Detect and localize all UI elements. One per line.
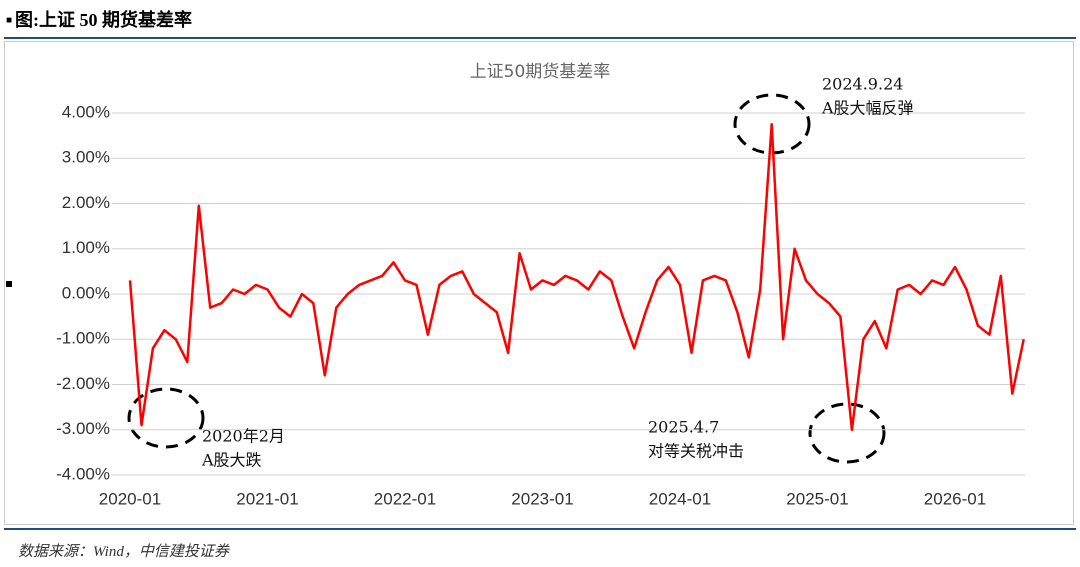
chart-frame	[4, 41, 1074, 525]
annotation: 2024.9.24	[822, 75, 903, 94]
x-tick-label: 2023-01	[511, 489, 573, 508]
x-tick-label: 2022-01	[374, 489, 436, 508]
y-tick-label: -3.00%	[56, 419, 110, 438]
x-tick-label: 2024-01	[649, 489, 711, 508]
y-tick-label: 1.00%	[62, 238, 110, 257]
bullet	[6, 281, 12, 287]
annotation: 2025.4.7	[648, 418, 719, 437]
rule	[4, 528, 1076, 530]
y-tick-label: -2.00%	[56, 374, 110, 393]
highlight	[127, 387, 205, 449]
x-tick-label: 2020-01	[99, 489, 161, 508]
y-tick-label: 2.00%	[62, 193, 110, 212]
y-tick-label: 0.00%	[62, 283, 110, 302]
y-tick-label: 4.00%	[62, 102, 110, 121]
header: 图:上证 50 期货基差率	[6, 6, 192, 32]
annotation: A股大跌	[201, 451, 262, 470]
annotation: 2020年2月	[202, 427, 285, 446]
annotation: 对等关税冲击	[648, 442, 744, 461]
line	[128, 123, 1025, 432]
x-tick-label: 2025-01	[786, 489, 848, 508]
x-tick-label: 2026-01	[924, 489, 986, 508]
y-tick-label: -1.00%	[56, 329, 110, 348]
y-tick-label: 3.00%	[62, 148, 110, 167]
chart-title: 上证50期货基差率	[470, 62, 611, 82]
footer: 数据来源：Wind，中信建投证券	[18, 544, 229, 560]
y-tick-label: -4.00%	[56, 464, 110, 483]
highlight	[808, 402, 886, 464]
x-tick-label: 2021-01	[236, 489, 298, 508]
annotation: A股大幅反弹	[821, 99, 914, 118]
rule	[4, 37, 1076, 39]
